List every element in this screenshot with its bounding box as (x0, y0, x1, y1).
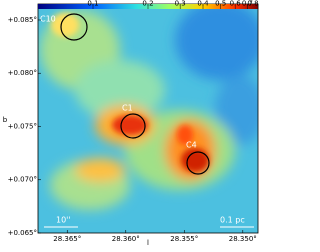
colorbar-tick-label: 0.4 (197, 0, 209, 8)
colorbar-tick-label: 0.8 (247, 0, 258, 8)
annotation: 10'' (56, 216, 71, 225)
y-tick-label: +0.080° (8, 69, 37, 77)
y-tick-label: +0.075° (8, 122, 37, 130)
colorbar-tick-label: 0.2 (142, 0, 153, 8)
annotation: C4 (186, 141, 197, 150)
y-tick-label: +0.070° (8, 176, 37, 184)
annotation: 0.1 pc (220, 216, 245, 225)
annotation: C1 (122, 104, 133, 113)
source-circle (60, 13, 88, 41)
source-circle (120, 113, 146, 139)
y-axis-label: b (3, 116, 8, 124)
x-tick-label: 28.355° (170, 235, 198, 243)
colorbar-tick-label: 0.7 (242, 0, 253, 8)
y-tick-label: +0.085° (8, 16, 37, 24)
colorbar-tick-label: 0.1 (87, 0, 98, 8)
annotation: C10 (40, 15, 56, 24)
x-tick-label: 28.365° (53, 235, 81, 243)
x-tick-label: 28.350° (229, 235, 257, 243)
source-circle (186, 151, 210, 175)
colorbar-tick-label: 0.3 (175, 0, 186, 8)
colorbar-tick-label: 0.5 (215, 0, 226, 8)
colorbar-tick-label: 0.6 (230, 0, 242, 8)
image (38, 4, 258, 233)
chart: C10 C1 C4 10'' 0.1 pc l b 28.365° 28.360°… (3, 0, 259, 247)
x-tick-label: 28.360° (112, 235, 140, 243)
y-tick-label: +0.065° (8, 229, 37, 237)
x-axis-label: l (147, 239, 149, 247)
